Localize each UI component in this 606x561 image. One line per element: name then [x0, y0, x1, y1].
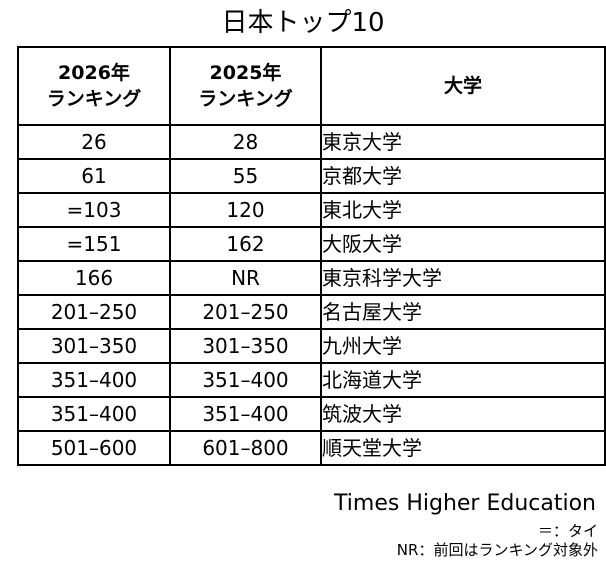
university-cell: 順天堂大学 [320, 430, 606, 466]
page-title: 日本トップ10 [221, 8, 385, 38]
table-row: =103 120 東北大学 [17, 192, 606, 228]
table-row: 201–250 201–250 名古屋大学 [17, 294, 606, 330]
rank-2026-cell: 351–400 [17, 362, 171, 398]
rank-2026-cell: 201–250 [17, 294, 171, 330]
rank-2026-cell: 61 [17, 158, 171, 194]
rank-2025-cell: 601–800 [169, 430, 322, 466]
table-header-row: 2026年 ランキング 2025年 ランキング 大学 [17, 46, 606, 126]
rank-2025-cell: 120 [169, 192, 322, 228]
rank-2025-cell: 351–400 [169, 362, 322, 398]
rank-2026-cell: =103 [17, 192, 171, 228]
rank-2026-cell: 501–600 [17, 430, 171, 466]
table-row: 501–600 601–800 順天堂大学 [17, 430, 606, 466]
header-university: 大学 [320, 46, 606, 126]
rank-2026-cell: 301–350 [17, 328, 171, 364]
header-rank-2026-label: ランキング [46, 88, 142, 110]
source-credit: Times Higher Education [334, 491, 596, 516]
university-cell: 筑波大学 [320, 396, 606, 432]
university-cell: 東京科学大学 [320, 260, 606, 296]
university-cell: 名古屋大学 [320, 294, 606, 330]
rank-2026-cell: 351–400 [17, 396, 171, 432]
rank-2025-cell: 301–350 [169, 328, 322, 364]
header-rank-2025-year: 2025年 [209, 62, 282, 84]
rank-2025-cell: 162 [169, 226, 322, 262]
note-tie: ＝：タイ [537, 522, 598, 540]
rank-2025-cell: 55 [169, 158, 322, 194]
header-rank-2025-label: ランキング [198, 88, 293, 110]
university-cell: 京都大学 [320, 158, 606, 194]
table-row: 166 NR 東京科学大学 [17, 260, 606, 296]
table-row: 301–350 301–350 九州大学 [17, 328, 606, 364]
rank-2025-cell: 351–400 [169, 396, 322, 432]
rank-2026-cell: 166 [17, 260, 171, 296]
rank-2025-cell: 28 [169, 124, 322, 160]
university-cell: 東北大学 [320, 192, 606, 228]
university-cell: 東京大学 [320, 124, 606, 160]
header-rank-2025: 2025年 ランキング [169, 46, 322, 126]
university-cell: 大阪大学 [320, 226, 606, 262]
university-cell: 九州大学 [320, 328, 606, 364]
table-row: 351–400 351–400 筑波大学 [17, 396, 606, 432]
rank-2025-cell: NR [169, 260, 322, 296]
rank-2026-cell: =151 [17, 226, 171, 262]
rank-2025-cell: 201–250 [169, 294, 322, 330]
table-row: =151 162 大阪大学 [17, 226, 606, 262]
table-row: 61 55 京都大学 [17, 158, 606, 194]
header-rank-2026: 2026年 ランキング [17, 46, 171, 126]
ranking-table: 2026年 ランキング 2025年 ランキング 大学 26 28 東京大学 61… [17, 46, 606, 466]
rank-2026-cell: 26 [17, 124, 171, 160]
university-cell: 北海道大学 [320, 362, 606, 398]
table-row: 351–400 351–400 北海道大学 [17, 362, 606, 398]
header-rank-2026-year: 2026年 [58, 62, 130, 84]
note-not-ranked: NR：前回はランキング対象外 [396, 541, 598, 559]
table-row: 26 28 東京大学 [17, 124, 606, 160]
